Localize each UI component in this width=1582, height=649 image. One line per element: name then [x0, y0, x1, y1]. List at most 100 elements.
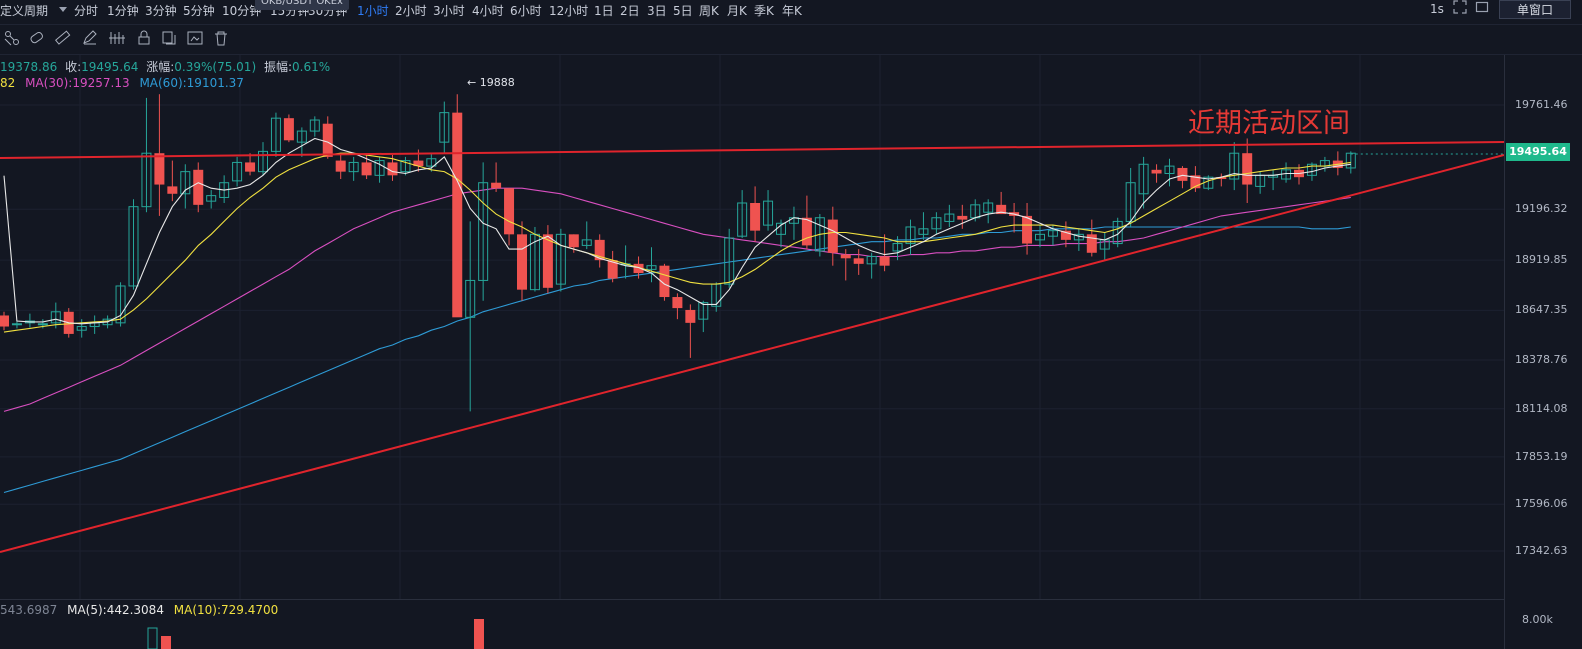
candle-body [1242, 153, 1253, 185]
candle-body [206, 195, 217, 202]
single-window-button[interactable]: 单窗口 [1499, 0, 1571, 19]
custom-period-selector[interactable]: 自定义周期 [0, 4, 49, 18]
ohlc-legend: 19378.86 收:19495.64 涨幅:0.39%(75.01) 振幅:0… [0, 58, 330, 75]
candle-body [1035, 233, 1045, 241]
candle-body [478, 182, 489, 281]
candle-body [1177, 167, 1188, 181]
candle-body [128, 206, 139, 287]
candle-body [141, 152, 152, 208]
open-value: 19378.86 [0, 60, 58, 74]
period-tab-10[interactable]: 4小时 [472, 4, 504, 18]
candle-body [517, 234, 527, 290]
copy-icon[interactable] [160, 29, 178, 47]
price-axis[interactable]: 19761.46 19196.32 18919.85 18647.35 18378.76… [1504, 55, 1582, 649]
candle-body [167, 186, 178, 194]
candle-body [814, 217, 825, 252]
period-tab-3[interactable]: 5分钟 [183, 4, 215, 18]
period-tab-0[interactable]: 分时 [74, 4, 99, 18]
period-tab-12[interactable]: 12小时 [549, 4, 589, 18]
candle-body [983, 202, 994, 213]
candle-body [348, 161, 359, 173]
candle-body [1112, 220, 1123, 245]
candle-body [50, 311, 61, 324]
amplitude-label: 振幅: [263, 60, 292, 74]
support-trendline [0, 154, 1504, 553]
period-tab-7[interactable]: 1小时 [357, 4, 389, 18]
candle-body [245, 162, 256, 172]
candle-body [154, 153, 165, 185]
candlestick-chart[interactable] [0, 0, 1504, 649]
chevron-down-icon[interactable] [59, 7, 67, 12]
candle-body [387, 162, 398, 176]
volume-ma10: MA(10):729.4700 [173, 603, 279, 617]
candle-body [180, 171, 191, 195]
period-bar: 自定义周期 分时1分钟3分钟5分钟10分钟15分钟30分钟1小时2小时3小时4小… [0, 0, 1582, 20]
candle-body [568, 234, 579, 248]
period-tab-18[interactable]: 月K [727, 4, 747, 18]
candle-body [827, 219, 838, 253]
period-tab-17[interactable]: 周K [699, 4, 719, 18]
period-tab-15[interactable]: 3日 [647, 4, 667, 18]
period-tab-11[interactable]: 6小时 [510, 4, 542, 18]
volume-bar [474, 619, 484, 649]
shape-icon[interactable] [3, 29, 21, 47]
period-tab-19[interactable]: 季K [754, 4, 774, 18]
window-icon[interactable] [1475, 0, 1489, 17]
period-tab-2[interactable]: 3分钟 [145, 4, 177, 18]
amplitude-value: 0.61% [292, 60, 331, 74]
interval-indicator[interactable]: 1s [1430, 2, 1444, 16]
candle-body [646, 265, 657, 270]
eraser-icon[interactable] [28, 29, 46, 47]
candle-body [322, 123, 333, 157]
ma60-line [3, 226, 1351, 494]
candle-body [115, 285, 126, 324]
lock-icon[interactable] [135, 29, 153, 47]
ma5-line [3, 137, 1351, 325]
volume-value: 543.6987 [0, 603, 58, 617]
candle-body [1164, 165, 1175, 174]
candle-body [296, 130, 307, 143]
candle-body [944, 213, 955, 222]
candle-body [698, 302, 709, 320]
period-tab-13[interactable]: 1日 [594, 4, 614, 18]
price-tick: 17853.19 [1515, 449, 1568, 463]
trash-icon[interactable] [212, 29, 230, 47]
candle-body [853, 258, 864, 264]
resistance-trendline [0, 141, 1504, 159]
candle-body [633, 263, 644, 274]
candle-body [37, 323, 48, 326]
fullscreen-icon[interactable] [1453, 0, 1467, 17]
period-tab-20[interactable]: 年K [782, 4, 802, 18]
bars-icon[interactable] [108, 29, 126, 47]
candle-body [1190, 175, 1201, 189]
pen-icon[interactable] [81, 29, 99, 47]
period-tab-8[interactable]: 2小时 [395, 4, 427, 18]
period-tab-9[interactable]: 3小时 [433, 4, 465, 18]
candle-body [361, 162, 372, 176]
candle-body [840, 254, 851, 259]
divider [0, 54, 1582, 55]
ruler-icon[interactable] [54, 29, 72, 47]
candle-body [335, 160, 346, 172]
change-value: 0.39%(75.01) [174, 60, 257, 74]
candle-body [607, 260, 618, 279]
symbol-tooltip: OKB/USDT OKEx [255, 0, 349, 10]
candle-body [672, 297, 683, 309]
volume-axis-tick: 8.00k [1522, 613, 1553, 626]
period-tab-4[interactable]: 10分钟 [222, 4, 262, 18]
candle-body [374, 160, 385, 176]
period-tab-14[interactable]: 2日 [620, 4, 640, 18]
candle-body [685, 309, 696, 323]
candle-body [724, 237, 735, 285]
candle-body [0, 315, 9, 327]
screenshot-icon[interactable] [186, 29, 204, 47]
period-tab-1[interactable]: 1分钟 [107, 4, 139, 18]
current-price-label: 19495.64 [1506, 143, 1570, 161]
period-tab-16[interactable]: 5日 [673, 4, 693, 18]
price-tick: 19196.32 [1515, 202, 1568, 216]
candle-body [1022, 215, 1033, 244]
volume-bar [147, 627, 158, 649]
candle-body [309, 119, 320, 132]
candle-body [594, 239, 605, 261]
close-value: 19495.64 [81, 60, 139, 74]
